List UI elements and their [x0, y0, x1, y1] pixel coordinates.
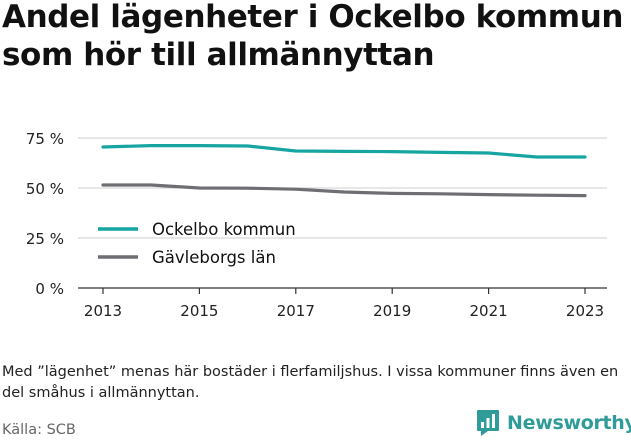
line-chart: 0 % 25 % 50 % 75 % 2013 2015 2017 2019 2021 2023… — [26, 130, 607, 320]
legend: Ockelbo kommun Gävleborgs län — [98, 220, 296, 267]
newsworthy-logo: Newsworthy — [476, 408, 631, 438]
bar-chart-speech-bubble-icon — [477, 410, 499, 436]
source-label: Källa: SCB — [2, 422, 76, 438]
legend-label: Gävleborgs län — [152, 248, 276, 267]
y-tick-label: 50 % — [26, 180, 64, 198]
x-tick-label: 2013 — [84, 302, 122, 320]
y-axis-labels: 0 % 25 % 50 % 75 % — [26, 130, 64, 298]
series-lines — [101, 144, 587, 198]
y-tick-label: 0 % — [35, 280, 64, 298]
y-tick-label: 75 % — [26, 130, 64, 148]
x-axis: 2013 2015 2017 2019 2021 2023 — [78, 287, 607, 320]
x-tick-label: 2023 — [566, 302, 604, 320]
x-tick-label: 2015 — [180, 302, 218, 320]
x-tick-label: 2021 — [470, 302, 508, 320]
legend-label: Ockelbo kommun — [152, 220, 296, 239]
series-line-0 — [101, 144, 587, 159]
y-tick-label: 25 % — [26, 230, 64, 248]
grid-lines — [78, 137, 607, 239]
x-tick-label: 2017 — [277, 302, 315, 320]
footnote: Med ”lägenhet” menas här bostäder i fler… — [2, 364, 619, 401]
x-tick-label: 2019 — [373, 302, 411, 320]
chart-title: Andel lägenheter i Ockelbo kommun som hö… — [2, 0, 624, 73]
series-line-1 — [101, 183, 587, 198]
brand-name: Newsworthy — [507, 412, 631, 434]
